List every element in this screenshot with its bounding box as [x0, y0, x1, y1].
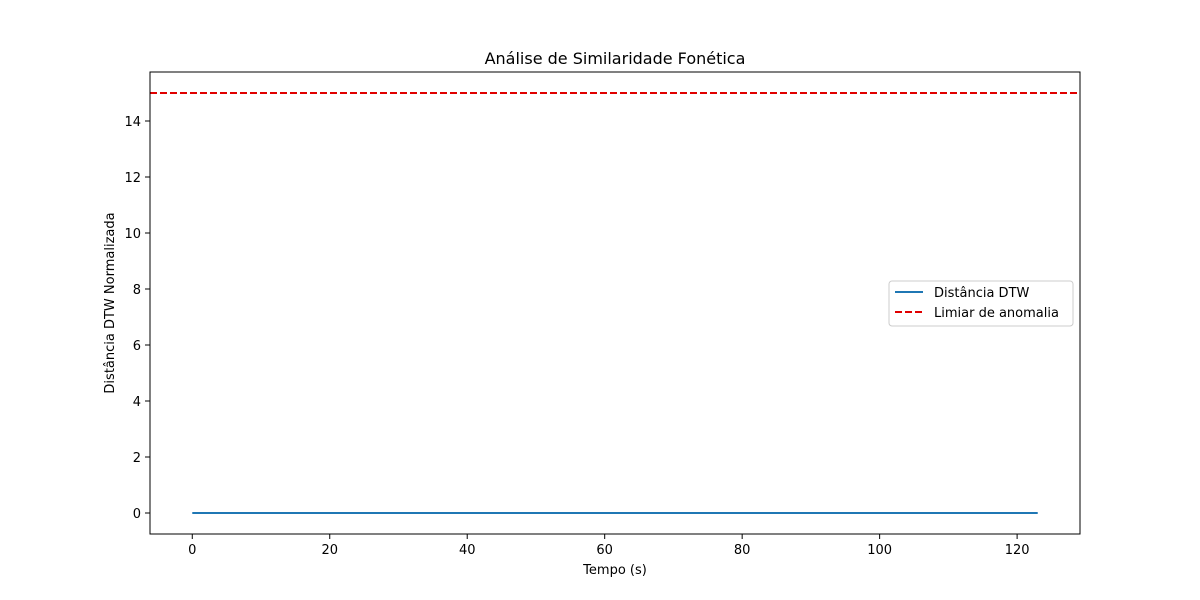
- y-tick-label: 8: [133, 283, 141, 298]
- x-tick-label: 20: [321, 543, 338, 558]
- y-tick-label: 6: [133, 339, 141, 354]
- y-axis-ticks: 0 2 4 6 8 10 12 14: [124, 115, 150, 522]
- x-tick-label: 40: [459, 543, 476, 558]
- y-axis-label: Distância DTW Normalizada: [103, 212, 118, 393]
- x-axis-ticks: 0 20 40 60 80 100 120: [188, 534, 1030, 558]
- x-tick-label: 0: [188, 543, 196, 558]
- x-tick-label: 60: [596, 543, 613, 558]
- axes-frame: [149, 71, 1081, 535]
- legend-label-threshold: Limiar de anomalia: [934, 306, 1059, 321]
- legend-box: [888, 280, 1074, 327]
- x-tick-label: 120: [1005, 543, 1030, 558]
- chart-title: Análise de Similaridade Fonética: [485, 49, 746, 68]
- x-tick-label: 100: [867, 543, 892, 558]
- y-tick-label: 2: [133, 451, 141, 466]
- legend-label-dtw: Distância DTW: [934, 286, 1030, 301]
- x-axis-label: Tempo (s): [582, 563, 647, 578]
- x-tick-label: 80: [734, 543, 751, 558]
- y-tick-label: 4: [133, 395, 141, 410]
- y-tick-label: 12: [124, 171, 141, 186]
- legend: Distância DTW Limiar de anomalia: [888, 280, 1074, 327]
- y-tick-label: 0: [133, 507, 141, 522]
- y-tick-label: 14: [124, 115, 141, 130]
- y-tick-label: 10: [124, 227, 141, 242]
